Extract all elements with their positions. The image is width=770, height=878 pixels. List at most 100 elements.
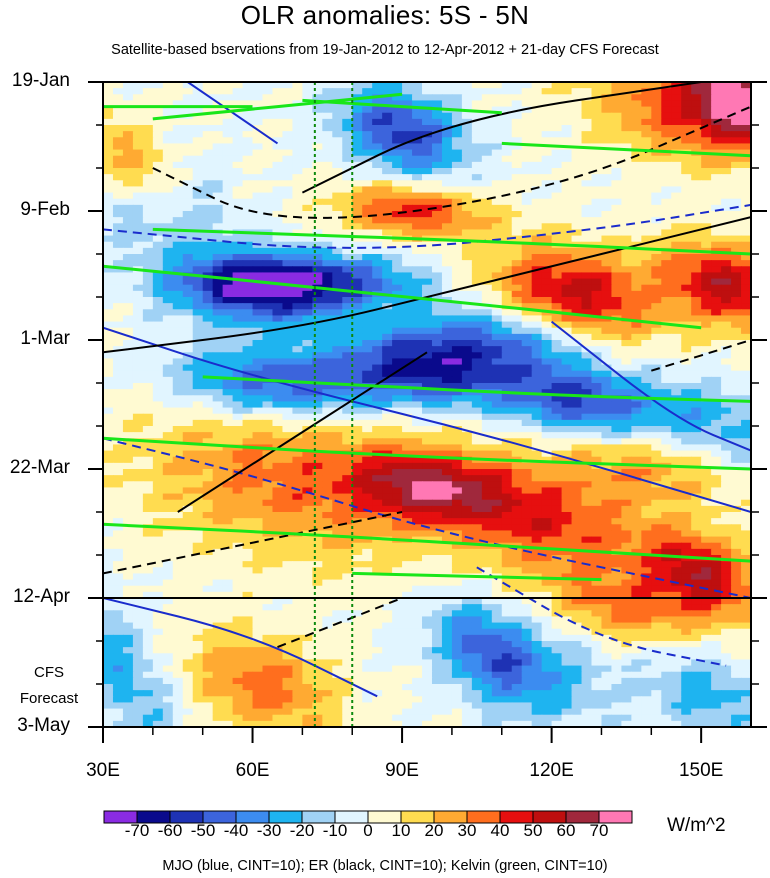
olr-anomaly-cell — [112, 456, 124, 464]
olr-anomaly-cell — [342, 346, 353, 353]
olr-anomaly-cell — [152, 389, 164, 396]
olr-anomaly-cell — [451, 487, 463, 495]
olr-anomaly-cell — [491, 487, 503, 495]
olr-anomaly-cell — [731, 321, 742, 329]
olr-anomaly-cell — [412, 524, 423, 532]
olr-anomaly-cell — [252, 321, 264, 329]
olr-anomaly-cell — [172, 137, 184, 145]
olr-anomaly-cell — [531, 223, 543, 231]
olr-anomaly-cell — [721, 444, 732, 452]
olr-anomaly-cell — [302, 401, 313, 409]
olr-anomaly-cell — [591, 542, 603, 550]
olr-anomaly-cell — [471, 352, 483, 360]
olr-anomaly-cell — [262, 456, 274, 464]
olr-anomaly-cell — [611, 358, 622, 366]
olr-anomaly-cell — [262, 512, 274, 519]
olr-anomaly-cell — [461, 512, 473, 519]
olr-anomaly-cell — [721, 272, 732, 280]
olr-anomaly-cell — [302, 315, 313, 323]
olr-anomaly-cell — [232, 131, 244, 138]
olr-anomaly-cell — [112, 469, 124, 476]
olr-anomaly-cell — [292, 82, 303, 89]
olr-anomaly-cell — [511, 192, 523, 200]
olr-anomaly-cell — [551, 481, 563, 489]
olr-anomaly-cell — [212, 303, 224, 310]
olr-anomaly-cell — [132, 475, 144, 482]
olr-anomaly-cell — [621, 352, 632, 360]
olr-anomaly-cell — [511, 518, 523, 525]
olr-anomaly-cell — [172, 358, 184, 366]
olr-anomaly-cell — [711, 487, 722, 495]
olr-anomaly-cell — [551, 125, 563, 132]
olr-anomaly-cell — [451, 389, 463, 396]
olr-anomaly-cell — [731, 211, 742, 218]
olr-anomaly-cell — [282, 88, 294, 95]
olr-anomaly-cell — [132, 180, 144, 188]
olr-anomaly-cell — [581, 395, 593, 403]
olr-anomaly-cell — [661, 542, 672, 550]
olr-anomaly-cell — [272, 82, 284, 89]
olr-anomaly-cell — [362, 155, 373, 163]
olr-anomaly-cell — [571, 327, 583, 335]
olr-anomaly-cell — [422, 346, 433, 353]
olr-anomaly-cell — [242, 290, 254, 298]
olr-anomaly-cell — [232, 198, 244, 206]
olr-anomaly-cell — [292, 450, 303, 458]
olr-anomaly-cell — [551, 462, 563, 470]
olr-anomaly-cell — [292, 438, 303, 446]
olr-anomaly-cell — [501, 266, 513, 274]
olr-anomaly-cell — [741, 475, 751, 482]
olr-anomaly-cell — [731, 94, 742, 102]
olr-anomaly-cell — [192, 125, 204, 132]
olr-anomaly-cell — [481, 155, 493, 163]
olr-anomaly-cell — [541, 100, 553, 108]
olr-anomaly-cell — [611, 327, 622, 335]
olr-anomaly-cell — [282, 413, 294, 421]
olr-anomaly-cell — [132, 456, 144, 464]
olr-anomaly-cell — [451, 241, 463, 249]
olr-anomaly-cell — [122, 333, 134, 341]
olr-anomaly-cell — [621, 413, 632, 421]
olr-anomaly-cell — [631, 229, 642, 237]
olr-anomaly-cell — [302, 260, 313, 267]
olr-anomaly-cell — [242, 426, 254, 433]
olr-anomaly-cell — [342, 204, 353, 212]
olr-anomaly-cell — [711, 303, 722, 310]
olr-anomaly-cell — [172, 481, 184, 489]
olr-anomaly-cell — [172, 327, 184, 335]
olr-anomaly-cell — [601, 419, 613, 427]
olr-anomaly-cell — [192, 401, 204, 409]
olr-anomaly-cell — [721, 376, 732, 384]
olr-anomaly-cell — [332, 444, 343, 452]
olr-anomaly-cell — [561, 198, 573, 206]
olr-anomaly-cell — [581, 462, 593, 470]
olr-anomaly-cell — [402, 419, 413, 427]
olr-anomaly-cell — [312, 88, 323, 95]
olr-anomaly-cell — [162, 481, 174, 489]
olr-anomaly-cell — [342, 125, 353, 132]
olr-anomaly-cell — [342, 469, 353, 476]
olr-anomaly-cell — [252, 530, 264, 538]
olr-anomaly-cell — [342, 211, 353, 218]
olr-anomaly-cell — [412, 419, 423, 427]
olr-anomaly-cell — [501, 125, 513, 132]
olr-anomaly-cell — [262, 401, 274, 409]
olr-anomaly-cell — [122, 309, 134, 317]
olr-anomaly-cell — [661, 223, 672, 231]
olr-anomaly-cell — [112, 358, 124, 366]
olr-anomaly-cell — [322, 88, 333, 95]
olr-anomaly-cell — [212, 284, 224, 292]
olr-anomaly-cell — [392, 82, 403, 89]
olr-anomaly-cell — [461, 389, 473, 396]
olr-anomaly-cell — [611, 383, 622, 390]
olr-anomaly-cell — [581, 536, 593, 544]
olr-anomaly-cell — [581, 530, 593, 538]
olr-anomaly-cell — [202, 112, 214, 120]
olr-anomaly-cell — [372, 401, 383, 409]
olr-anomaly-cell — [232, 174, 244, 181]
olr-anomaly-cell — [441, 278, 453, 286]
olr-anomaly-cell — [571, 321, 583, 329]
olr-anomaly-cell — [152, 413, 164, 421]
olr-anomaly-cell — [112, 444, 124, 452]
olr-anomaly-cell — [451, 512, 463, 519]
